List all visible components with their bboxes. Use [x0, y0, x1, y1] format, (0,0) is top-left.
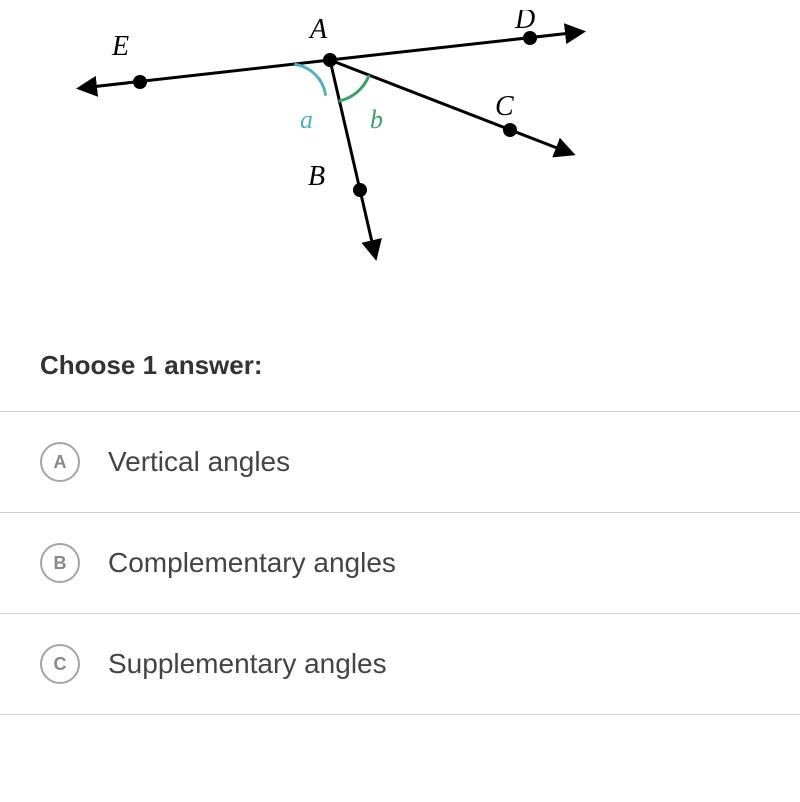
point-A: [323, 53, 337, 67]
option-letter-C: C: [40, 644, 80, 684]
option-letter-B: B: [40, 543, 80, 583]
label-D: D: [514, 10, 535, 35]
ray-AC: [330, 60, 570, 153]
point-C: [503, 123, 517, 137]
geometry-diagram: A B C D E a b: [40, 10, 640, 290]
option-C[interactable]: C Supplementary angles: [0, 614, 800, 715]
label-E: E: [111, 31, 129, 62]
option-A[interactable]: A Vertical angles: [0, 412, 800, 513]
option-letter-A: A: [40, 442, 80, 482]
ray-AB: [330, 60, 375, 255]
label-A: A: [308, 14, 328, 45]
option-text-B: Complementary angles: [108, 547, 396, 579]
label-B: B: [308, 161, 325, 192]
diagram-container: A B C D E a b: [0, 0, 800, 350]
angle-label-b: b: [370, 105, 383, 134]
point-B: [353, 183, 367, 197]
angle-arc-b: [339, 75, 370, 101]
options-list: A Vertical angles B Complementary angles…: [0, 411, 800, 715]
angle-label-a: a: [300, 105, 313, 134]
ray-AE: [82, 60, 330, 88]
option-text-A: Vertical angles: [108, 446, 290, 478]
label-C: C: [495, 91, 514, 122]
option-B[interactable]: B Complementary angles: [0, 513, 800, 614]
angle-arc-a: [294, 64, 325, 95]
option-text-C: Supplementary angles: [108, 648, 387, 680]
point-E: [133, 75, 147, 89]
question-prompt: Choose 1 answer:: [0, 350, 800, 411]
ray-AD: [330, 32, 580, 60]
